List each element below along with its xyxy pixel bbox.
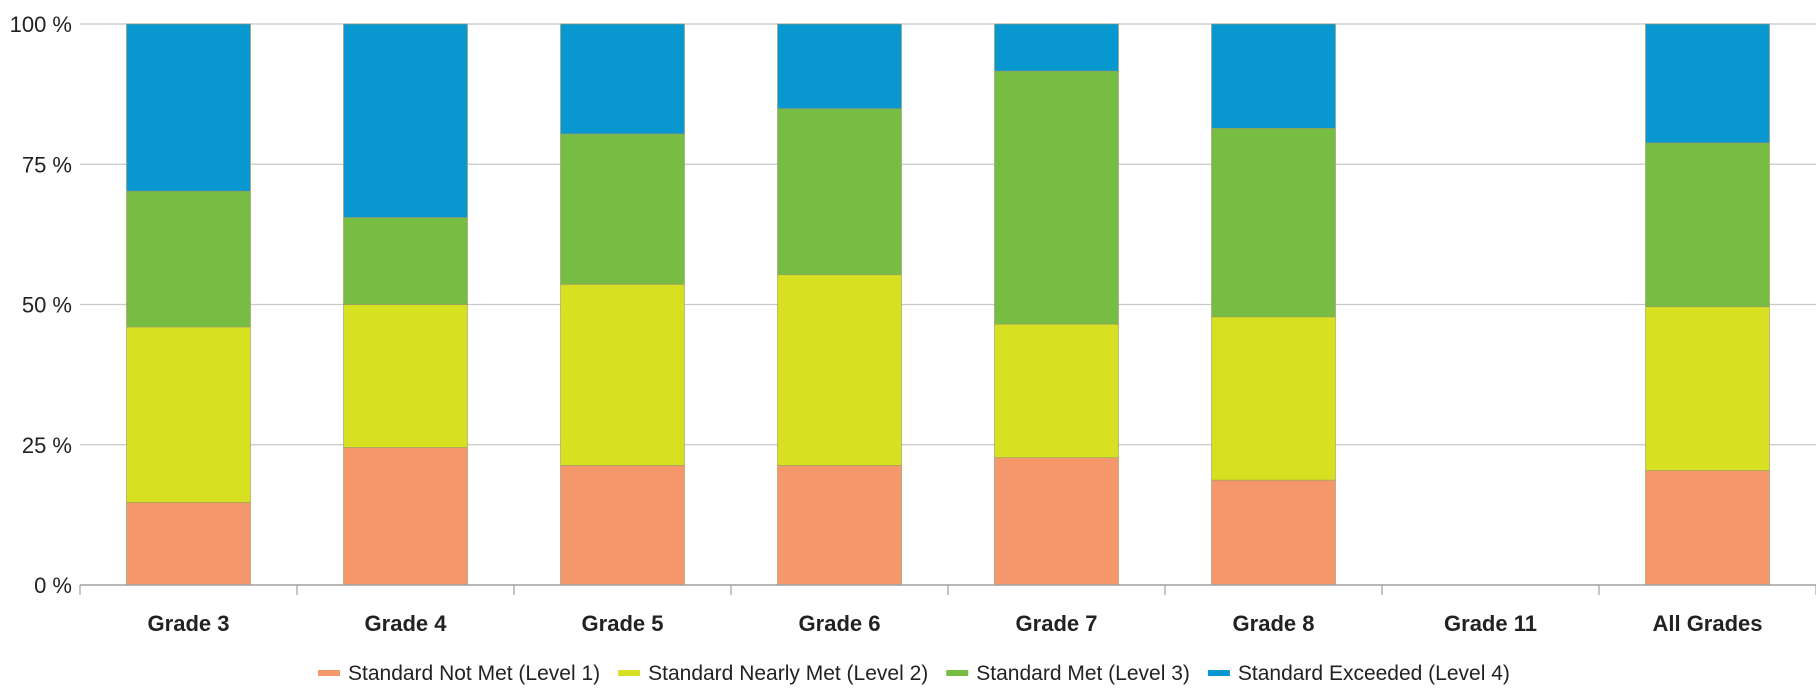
bar-segment[interactable] <box>1211 316 1336 481</box>
y-tick-label: 0 % <box>34 573 72 598</box>
bar-segment[interactable] <box>560 133 685 285</box>
y-tick-label: 50 % <box>22 293 72 318</box>
bar-segment[interactable] <box>994 323 1119 458</box>
bar-segment[interactable] <box>1645 142 1770 308</box>
legend-swatch <box>1207 670 1230 676</box>
gridlines <box>80 23 1816 446</box>
x-category-label: Grade 6 <box>799 611 881 636</box>
bar-segment[interactable] <box>777 274 902 466</box>
bar-segment[interactable] <box>994 23 1119 72</box>
bar-segment[interactable] <box>560 284 685 466</box>
x-category-label: All Grades <box>1652 611 1762 636</box>
bar-segment[interactable] <box>777 465 902 586</box>
bar-segment[interactable] <box>1211 479 1336 586</box>
bar-segment[interactable] <box>343 447 468 586</box>
bar-segment[interactable] <box>1645 23 1770 144</box>
axes <box>79 584 1816 595</box>
legend-label[interactable]: Standard Not Met (Level 1) <box>348 662 600 685</box>
bar-segment[interactable] <box>1645 306 1770 471</box>
bar-segment[interactable] <box>994 70 1119 325</box>
bars <box>126 23 1770 586</box>
legend-label[interactable]: Standard Nearly Met (Level 2) <box>648 662 928 685</box>
x-category-label: Grade 4 <box>365 611 448 636</box>
bar-segment[interactable] <box>1211 23 1336 129</box>
x-category-label: Grade 8 <box>1233 611 1315 636</box>
y-axis-tick-labels: 0 % 25 % 50 % 75 % 100 % <box>10 12 72 598</box>
legend-swatch <box>318 670 340 676</box>
legend-label[interactable]: Standard Met (Level 3) <box>976 662 1190 685</box>
bar-segment[interactable] <box>126 23 251 192</box>
bar-segment[interactable] <box>343 304 468 448</box>
bar-segment[interactable] <box>126 502 251 586</box>
y-tick-label: 25 % <box>22 433 72 458</box>
bar-segment[interactable] <box>343 217 468 305</box>
legend-swatch <box>618 670 641 676</box>
bar-segment[interactable] <box>777 23 902 110</box>
x-category-label: Grade 7 <box>1016 611 1098 636</box>
bar-segment[interactable] <box>560 23 685 135</box>
x-category-label: Grade 11 <box>1444 611 1537 636</box>
bar-segment[interactable] <box>126 190 251 328</box>
bar-segment[interactable] <box>126 326 251 503</box>
bar-segment[interactable] <box>560 465 685 586</box>
y-tick-label: 100 % <box>10 12 72 37</box>
y-tick-label: 75 % <box>22 152 72 177</box>
x-category-label: Grade 5 <box>582 611 664 636</box>
bar-segment[interactable] <box>777 108 902 276</box>
x-axis-category-labels: Grade 3 Grade 4 Grade 5 Grade 6 Grade 7 Grade… <box>148 611 1763 636</box>
bar-segment[interactable] <box>1645 470 1770 586</box>
x-category-label: Grade 3 <box>148 611 230 636</box>
bar-segment[interactable] <box>343 23 468 218</box>
legend-label[interactable]: Standard Exceeded (Level 4) <box>1238 662 1510 685</box>
legend-swatch <box>946 670 969 676</box>
bar-segment[interactable] <box>1211 128 1336 318</box>
bar-segment[interactable] <box>994 457 1119 586</box>
legend: Standard Not Met (Level 1) Standard Nearl… <box>318 662 1510 685</box>
